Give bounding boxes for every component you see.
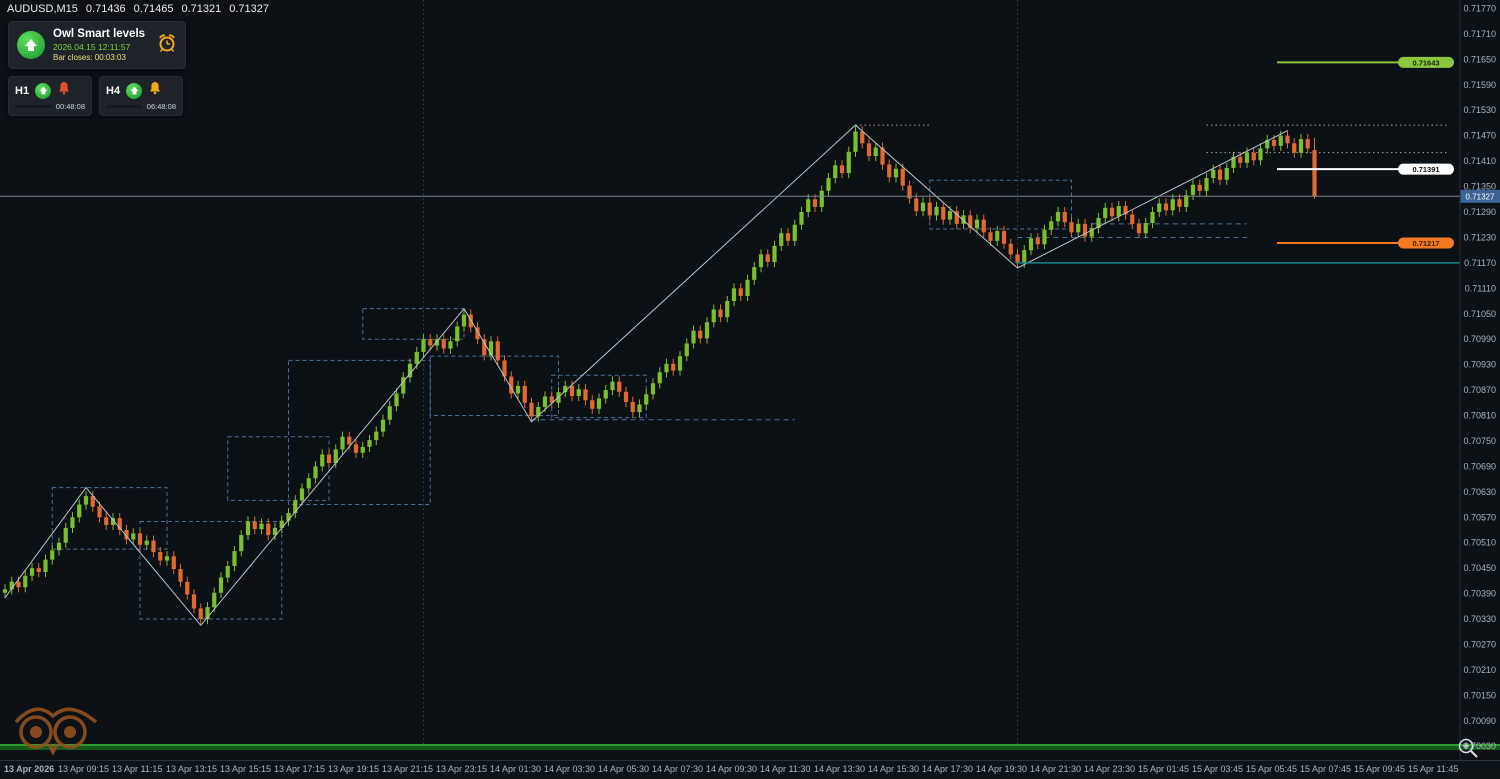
time-label: 15 Apr 11:45: [1408, 764, 1459, 774]
owl-panel-datetime: 2026.04.15 12:11:57: [53, 41, 131, 52]
time-label: 13 Apr 17:15: [274, 764, 326, 774]
h1-label: H1: [15, 84, 30, 97]
svg-text:0.70750: 0.70750: [1463, 436, 1496, 446]
time-label: 14 Apr 09:30: [706, 764, 758, 774]
time-label: 14 Apr 13:30: [814, 764, 866, 774]
consolidation-boxes: [51, 179, 1072, 620]
quote-close: 0.71327: [229, 3, 269, 15]
svg-text:0.70510: 0.70510: [1463, 538, 1496, 548]
time-label: 15 Apr 05:45: [1246, 764, 1298, 774]
quote-high: 0.71465: [133, 3, 174, 15]
time-label: 14 Apr 05:30: [598, 764, 650, 774]
time-label: 15 Apr 09:45: [1354, 764, 1406, 774]
alarm-clock-icon[interactable]: [157, 33, 177, 58]
time-label: 14 Apr 03:30: [544, 764, 596, 774]
price-axis[interactable]: 0.71770 0.71710 0.71650 0.71590 0.71530 0.714…: [1459, 0, 1496, 760]
current-price-line: 0.71327: [0, 189, 1500, 203]
svg-text:0.70330: 0.70330: [1463, 614, 1496, 624]
svg-text:0.70390: 0.70390: [1463, 589, 1496, 599]
h4-timeframe-panel[interactable]: H4 06:48:08: [99, 76, 183, 116]
zigzag-line: [4, 124, 1288, 627]
time-axis[interactable]: 13 Apr 2026 13 Apr 09:15 13 Apr 11:15 13 Ap…: [0, 760, 1500, 779]
h1-countdown: 00:48:08: [55, 102, 85, 111]
time-label: 13 Apr 13:15: [166, 764, 218, 774]
zoom-icon[interactable]: [1456, 736, 1480, 765]
time-label: 14 Apr 19:30: [976, 764, 1028, 774]
svg-text:0.70690: 0.70690: [1463, 461, 1496, 471]
time-label: 15 Apr 01:45: [1138, 764, 1190, 774]
svg-text:0.70090: 0.70090: [1463, 716, 1496, 726]
svg-text:0.70990: 0.70990: [1463, 334, 1496, 344]
time-label: 13 Apr 21:15: [382, 764, 434, 774]
time-label: 13 Apr 15:15: [220, 764, 272, 774]
h4-progress-bar: [106, 105, 142, 108]
h1-progress-bar: [15, 105, 51, 108]
time-label: 13 Apr 09:15: [58, 764, 110, 774]
h4-countdown: 06:48:08: [146, 102, 176, 111]
svg-text:0.70930: 0.70930: [1463, 360, 1496, 370]
h1-timeframe-panel[interactable]: H1 00:48:08: [8, 76, 92, 116]
svg-text:0.71410: 0.71410: [1463, 156, 1496, 166]
h4-trend-up-icon: [126, 82, 143, 99]
h4-label: H4: [106, 84, 121, 97]
svg-text:0.71230: 0.71230: [1463, 232, 1496, 242]
svg-text:0.71643: 0.71643: [1412, 58, 1439, 67]
quote-bar: AUDUSD,M15 0.71436 0.71465 0.71321 0.713…: [7, 3, 269, 15]
svg-text:0.70870: 0.70870: [1463, 385, 1496, 395]
svg-text:0.71391: 0.71391: [1412, 165, 1439, 174]
time-label: 14 Apr 23:30: [1084, 764, 1136, 774]
time-label: 13 Apr 19:15: [328, 764, 380, 774]
h1-trend-up-icon: [35, 82, 52, 99]
symbol-timeframe: AUDUSD,M15: [7, 3, 78, 15]
svg-text:0.71290: 0.71290: [1463, 207, 1496, 217]
svg-text:0.70150: 0.70150: [1463, 690, 1496, 700]
time-label: 14 Apr 07:30: [652, 764, 704, 774]
owl-smart-levels-panel[interactable]: Owl Smart levels 2026.04.15 12:11:57 Bar…: [8, 21, 186, 69]
svg-text:0.71590: 0.71590: [1463, 80, 1496, 90]
time-label: 14 Apr 21:30: [1030, 764, 1082, 774]
svg-text:0.70270: 0.70270: [1463, 639, 1496, 649]
trend-up-icon: [17, 31, 45, 59]
time-label: 14 Apr 17:30: [922, 764, 974, 774]
svg-text:0.71327: 0.71327: [1466, 192, 1495, 201]
svg-text:0.71770: 0.71770: [1463, 3, 1496, 13]
time-label: 13 Apr 23:15: [436, 764, 488, 774]
owl-panel-texts: Owl Smart levels 2026.04.15 12:11:57 Bar…: [53, 27, 149, 63]
level-lines[interactable]: 0.71643 0.71391 0.71217: [1016, 56, 1460, 264]
svg-text:0.71710: 0.71710: [1463, 29, 1496, 39]
time-label: 14 Apr 01:30: [490, 764, 542, 774]
time-label: 13 Apr 2026: [4, 764, 55, 774]
price-chart[interactable]: 0.716430.713910.712170.713270.717700.717…: [0, 0, 1500, 760]
svg-text:0.71530: 0.71530: [1463, 105, 1496, 115]
owl-logo: [14, 707, 98, 756]
time-label: 14 Apr 15:30: [868, 764, 920, 774]
svg-text:0.70630: 0.70630: [1463, 487, 1496, 497]
h1-bell-icon[interactable]: [57, 81, 71, 100]
time-label: 15 Apr 03:45: [1192, 764, 1244, 774]
svg-text:0.71217: 0.71217: [1412, 239, 1439, 248]
svg-text:0.70210: 0.70210: [1463, 665, 1496, 675]
time-label: 13 Apr 11:15: [112, 764, 163, 774]
time-label: 14 Apr 11:30: [760, 764, 811, 774]
owl-panel-bar-closes: Bar closes: 00:03:03: [53, 52, 126, 62]
h4-bell-icon[interactable]: [148, 81, 162, 100]
owl-panel-title: Owl Smart levels: [53, 27, 146, 40]
svg-text:0.71470: 0.71470: [1463, 131, 1496, 141]
svg-text:0.70030: 0.70030: [1463, 741, 1496, 751]
svg-text:0.70450: 0.70450: [1463, 563, 1496, 573]
svg-text:0.70570: 0.70570: [1463, 512, 1496, 522]
svg-text:0.70810: 0.70810: [1463, 411, 1496, 421]
quote-low: 0.71321: [181, 3, 222, 15]
svg-text:0.71110: 0.71110: [1465, 283, 1496, 293]
svg-text:0.71050: 0.71050: [1463, 309, 1496, 319]
time-label: 15 Apr 07:45: [1300, 764, 1352, 774]
svg-text:0.71170: 0.71170: [1464, 258, 1496, 268]
session-band: [0, 744, 1500, 750]
candles[interactable]: [2, 126, 1317, 625]
svg-text:0.71650: 0.71650: [1463, 54, 1496, 64]
svg-text:0.71350: 0.71350: [1463, 182, 1496, 192]
day-separators: [423, 0, 1018, 744]
quote-open: 0.71436: [85, 3, 126, 15]
